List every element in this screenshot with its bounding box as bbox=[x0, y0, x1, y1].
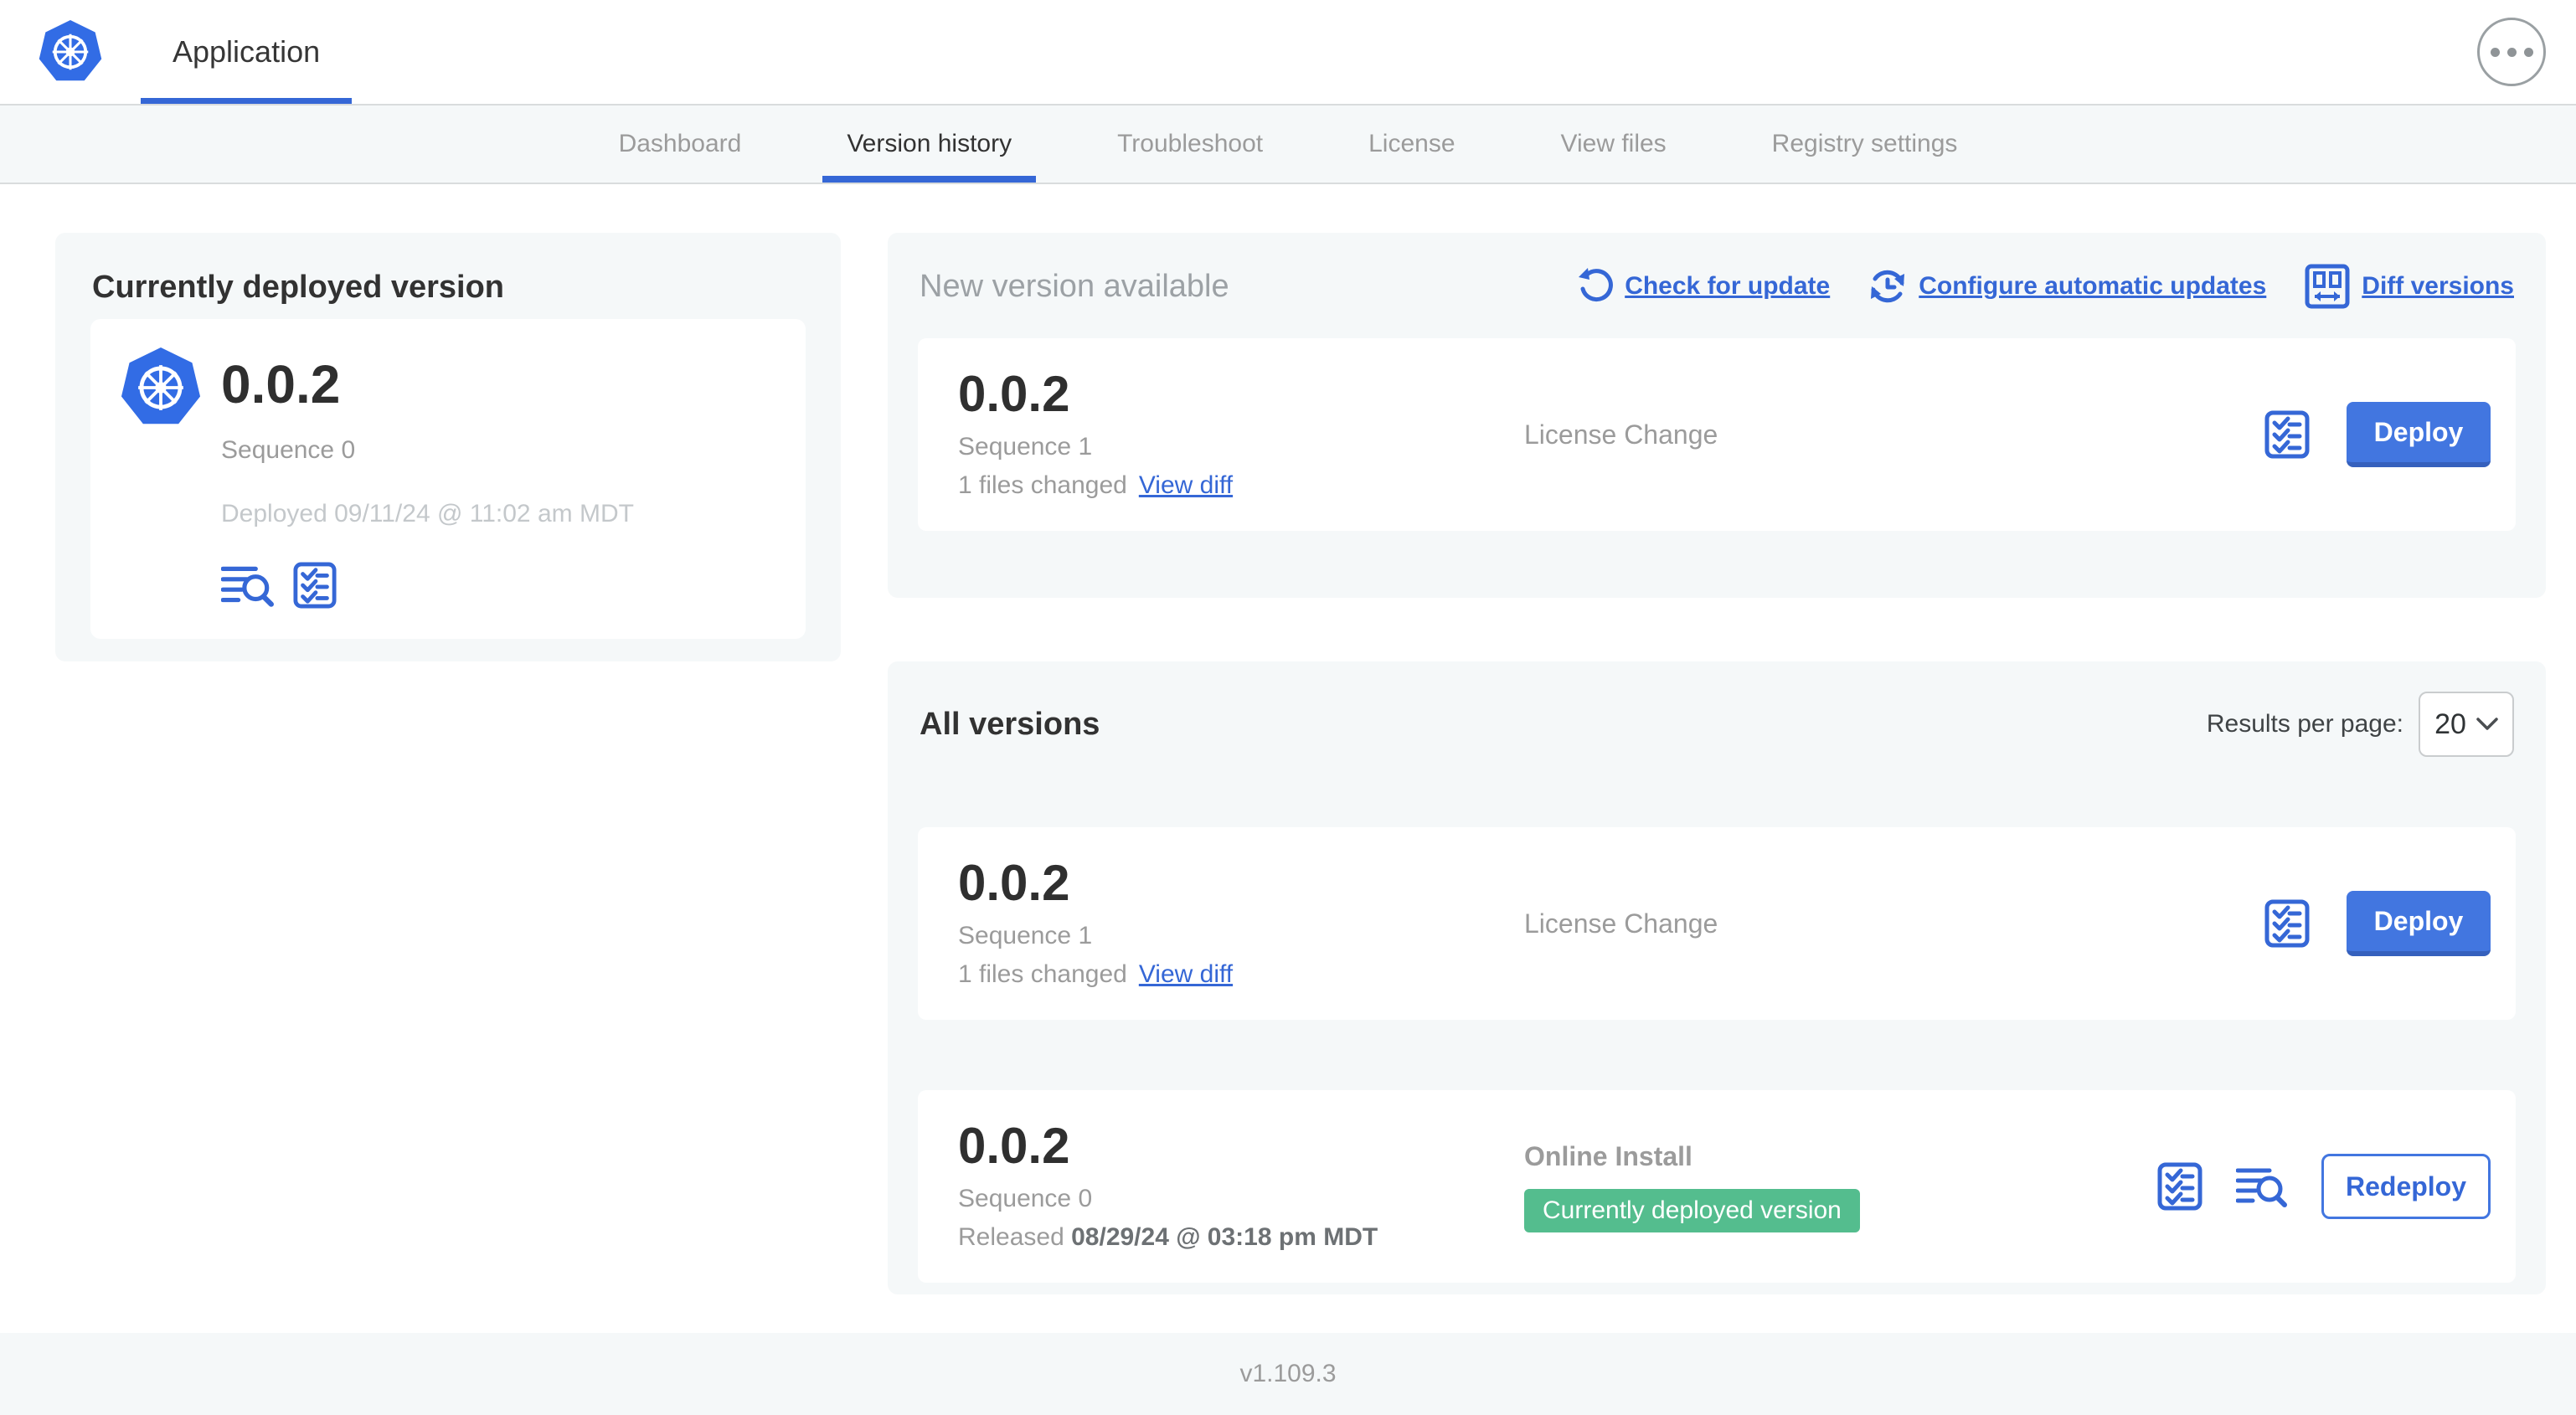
tab-registry-settings[interactable]: Registry settings bbox=[1771, 130, 1958, 157]
new-version-panel: New version available Check for update bbox=[888, 233, 2546, 598]
currently-deployed-badge: Currently deployed version bbox=[1524, 1188, 1860, 1232]
deploy-button[interactable]: Deploy bbox=[2347, 402, 2491, 467]
version-source: Online Install bbox=[1524, 1140, 1692, 1171]
currently-deployed-title: Currently deployed version bbox=[92, 270, 505, 305]
kubernetes-app-icon bbox=[121, 347, 201, 424]
version-number: 0.0.2 bbox=[958, 1118, 1070, 1174]
deploy-button[interactable]: Deploy bbox=[2347, 891, 2491, 956]
currently-deployed-card: 0.0.2 Sequence 0 Deployed 09/11/24 @ 11:… bbox=[90, 319, 806, 639]
tab-view-files[interactable]: View files bbox=[1560, 130, 1667, 157]
files-changed-text: 1 files changed bbox=[958, 960, 1127, 988]
deployed-timestamp: Deployed 09/11/24 @ 11:02 am MDT bbox=[221, 500, 634, 527]
app-tab-application[interactable]: Application bbox=[141, 0, 353, 104]
app-title: Application bbox=[173, 34, 321, 69]
results-per-page-select[interactable]: 20 bbox=[2419, 692, 2514, 757]
preflight-checks-icon[interactable] bbox=[2264, 410, 2310, 459]
preflight-checks-icon[interactable] bbox=[2157, 1162, 2202, 1211]
view-diff-link[interactable]: View diff bbox=[1138, 471, 1234, 499]
results-per-page-label: Results per page: bbox=[2206, 710, 2403, 738]
version-sequence: Sequence 1 bbox=[958, 433, 1093, 461]
diff-versions-link[interactable]: Diff versions bbox=[2305, 264, 2514, 309]
version-row: 0.0.2 Sequence 1 1 files changed View di… bbox=[918, 827, 2516, 1020]
version-sequence: Sequence 0 bbox=[958, 1185, 1093, 1212]
deployed-sequence: Sequence 0 bbox=[221, 436, 356, 464]
right-column: New version available Check for update bbox=[888, 233, 2546, 1294]
view-diff-link[interactable]: View diff bbox=[1138, 960, 1234, 988]
app-manager-version: v1.109.3 bbox=[1239, 1360, 1337, 1387]
tab-dashboard[interactable]: Dashboard bbox=[618, 130, 742, 157]
version-source: License Change bbox=[1524, 419, 1718, 450]
version-row: 0.0.2 Sequence 0 Released 08/29/24 @ 03:… bbox=[918, 1090, 2516, 1283]
app-header: Application bbox=[0, 0, 2576, 105]
new-version-title: New version available bbox=[920, 268, 1229, 304]
kubernetes-logo-icon bbox=[39, 20, 102, 81]
version-source: License Change bbox=[1524, 908, 1718, 939]
preflight-checks-icon[interactable] bbox=[293, 562, 337, 609]
deployed-version-number: 0.0.2 bbox=[221, 354, 341, 414]
version-number: 0.0.2 bbox=[958, 855, 1070, 911]
more-options-button[interactable] bbox=[2477, 18, 2546, 86]
console-nav: Dashboard Version history Troubleshoot L… bbox=[0, 105, 2576, 184]
tab-version-history[interactable]: Version history bbox=[794, 105, 1064, 183]
refresh-icon bbox=[1579, 268, 1614, 302]
version-number: 0.0.2 bbox=[958, 366, 1070, 422]
view-logs-icon[interactable] bbox=[221, 563, 275, 607]
tab-license[interactable]: License bbox=[1368, 130, 1455, 157]
schedule-icon bbox=[1871, 270, 1905, 303]
tab-troubleshoot[interactable]: Troubleshoot bbox=[1117, 130, 1264, 157]
all-versions-title: All versions bbox=[920, 706, 1100, 742]
view-logs-icon[interactable] bbox=[2236, 1165, 2288, 1207]
chevron-down-icon bbox=[2476, 718, 2498, 730]
new-version-card: 0.0.2 Sequence 1 1 files changed View di… bbox=[918, 338, 2516, 531]
check-for-update-link[interactable]: Check for update bbox=[1576, 268, 1830, 305]
version-sequence: Sequence 1 bbox=[958, 922, 1093, 949]
preflight-checks-icon[interactable] bbox=[2264, 899, 2310, 948]
files-changed-text: 1 files changed bbox=[958, 471, 1127, 499]
released-timestamp: Released 08/29/24 @ 03:18 pm MDT bbox=[958, 1223, 1378, 1251]
currently-deployed-panel: Currently deployed version 0.0.2 Sequen bbox=[55, 233, 841, 661]
redeploy-button[interactable]: Redeploy bbox=[2321, 1154, 2491, 1219]
diff-icon bbox=[2305, 264, 2350, 309]
configure-automatic-updates-link[interactable]: Configure automatic updates bbox=[1868, 267, 2266, 306]
ellipsis-icon bbox=[2490, 47, 2500, 57]
console-footer: v1.109.3 bbox=[0, 1333, 2576, 1415]
all-versions-panel: All versions Results per page: 20 bbox=[888, 661, 2546, 1294]
main-content: Currently deployed version 0.0.2 Sequen bbox=[0, 184, 2576, 1294]
